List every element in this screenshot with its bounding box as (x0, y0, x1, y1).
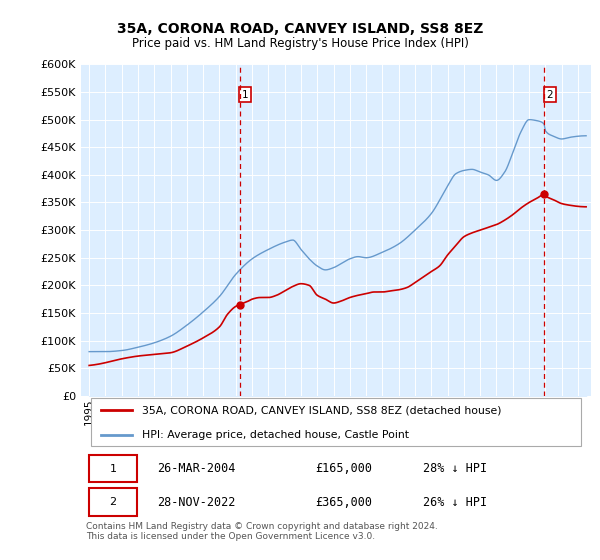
Text: 35A, CORONA ROAD, CANVEY ISLAND, SS8 8EZ (detached house): 35A, CORONA ROAD, CANVEY ISLAND, SS8 8EZ… (142, 405, 502, 415)
Text: 2: 2 (547, 90, 553, 100)
Text: 26-MAR-2004: 26-MAR-2004 (157, 462, 236, 475)
Text: £365,000: £365,000 (316, 496, 373, 508)
Text: 1: 1 (110, 464, 116, 474)
Text: 26% ↓ HPI: 26% ↓ HPI (423, 496, 487, 508)
Text: 28% ↓ HPI: 28% ↓ HPI (423, 462, 487, 475)
Text: HPI: Average price, detached house, Castle Point: HPI: Average price, detached house, Cast… (142, 430, 409, 440)
Text: 28-NOV-2022: 28-NOV-2022 (157, 496, 236, 508)
Text: Price paid vs. HM Land Registry's House Price Index (HPI): Price paid vs. HM Land Registry's House … (131, 37, 469, 50)
Text: Contains HM Land Registry data © Crown copyright and database right 2024.
This d: Contains HM Land Registry data © Crown c… (86, 522, 438, 541)
Text: 2: 2 (110, 497, 116, 507)
Text: 35A, CORONA ROAD, CANVEY ISLAND, SS8 8EZ: 35A, CORONA ROAD, CANVEY ISLAND, SS8 8EZ (117, 22, 483, 36)
FancyBboxPatch shape (89, 455, 137, 482)
Text: 1: 1 (242, 90, 248, 100)
FancyBboxPatch shape (91, 399, 581, 446)
Text: £165,000: £165,000 (316, 462, 373, 475)
FancyBboxPatch shape (89, 488, 137, 516)
